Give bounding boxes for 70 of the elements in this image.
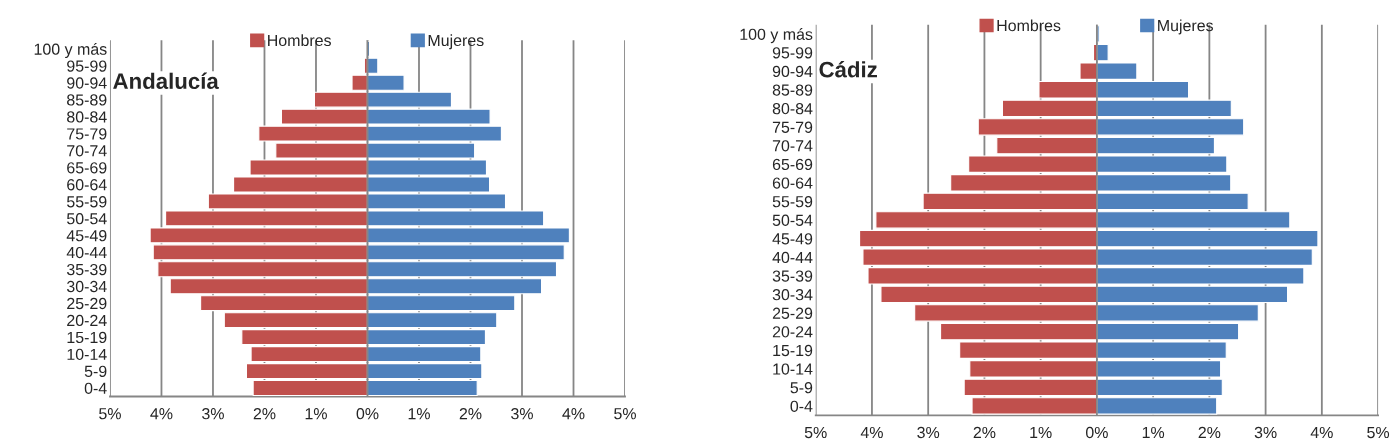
y-tick-label: 85-89 [67, 94, 107, 106]
x-tick-label: 4% [562, 408, 585, 420]
y-tick-label: 100 y más [34, 42, 107, 58]
y-tick-label: 90-94 [772, 65, 813, 78]
y-tick-label: 95-99 [772, 47, 813, 59]
x-tick-label: 1% [408, 408, 430, 420]
x-tick-label: 2% [253, 408, 276, 420]
y-tick-label: 40-44 [772, 251, 813, 264]
y-tick-label: 85-89 [772, 84, 813, 96]
y-tick-label: 0-4 [790, 400, 813, 412]
x-tick-label: 2% [1198, 426, 1221, 439]
x-tick-label: 3% [202, 408, 224, 420]
y-tick-label: 100 y más [740, 28, 813, 44]
y-tick-label: 35-39 [772, 270, 813, 282]
y-tick-label: 10-14 [773, 363, 813, 375]
y-tick-label: 30-34 [772, 289, 813, 301]
y-tick-label: 40-44 [66, 246, 107, 259]
y-tick-label: 75-79 [67, 128, 107, 140]
y-tick-label: 20-24 [67, 314, 107, 327]
x-tick-label: 5% [804, 426, 827, 439]
legend-label: Mujeres [1158, 19, 1214, 35]
legend-label: Hombres [268, 34, 331, 47]
x-tick-label: 2% [973, 426, 996, 439]
y-tick-label: 25-29 [772, 307, 813, 319]
y-tick-label: 60-64 [67, 179, 107, 191]
y-tick-label: 95-99 [67, 60, 107, 72]
x-tick-label: 5% [99, 408, 121, 420]
x-tick-label: 1% [305, 408, 327, 420]
x-tick-label: 3% [1254, 426, 1277, 439]
x-tick-label: 4% [150, 408, 173, 420]
x-tick-label: 1% [1142, 426, 1165, 439]
y-tick-label: 35-39 [66, 263, 107, 276]
y-tick-label: 10-14 [67, 348, 107, 361]
x-tick-label: 0% [1085, 426, 1108, 439]
y-tick-label: 80-84 [67, 111, 107, 123]
y-tick-label: 55-59 [772, 196, 813, 208]
text: Cádiz [819, 60, 877, 78]
y-tick-label: 0-4 [84, 382, 107, 394]
x-tick-label: 1% [1030, 426, 1052, 439]
y-tick-label: 25-29 [67, 297, 107, 310]
legend-label: Mujeres [428, 34, 484, 50]
x-tick-label: 5% [614, 408, 636, 420]
y-tick-label: 5-9 [790, 382, 813, 394]
y-tick-label: 75-79 [772, 121, 813, 133]
x-tick-label: 0% [356, 408, 379, 420]
y-tick-label: 65-69 [772, 158, 813, 171]
y-tick-label: 15-19 [67, 331, 107, 344]
x-tick-label: 4% [860, 426, 883, 439]
x-tick-label: 3% [511, 408, 533, 420]
x-tick-label: 2% [459, 408, 482, 420]
y-tick-label: 70-74 [67, 145, 107, 157]
x-tick-label: 4% [1310, 426, 1333, 439]
y-tick-label: 65-69 [67, 162, 107, 174]
y-tick-label: 45-49 [772, 233, 813, 245]
y-tick-label: 90-94 [67, 77, 107, 89]
y-tick-label: 5-9 [84, 365, 107, 377]
x-tick-label: 5% [1367, 426, 1390, 439]
y-tick-label: 20-24 [772, 326, 813, 338]
y-tick-label: 50-54 [772, 214, 813, 226]
y-tick-label: 45-49 [66, 229, 107, 242]
y-tick-label: 55-59 [66, 196, 107, 208]
y-tick-label: 80-84 [772, 102, 813, 115]
y-tick-label: 50-54 [66, 213, 107, 225]
y-tick-label: 15-19 [773, 344, 813, 357]
legend-label: Hombres [997, 19, 1061, 32]
text: Andalucía [113, 72, 219, 90]
y-tick-label: 30-34 [66, 280, 107, 293]
y-tick-label: 60-64 [772, 177, 813, 189]
y-tick-label: 70-74 [772, 140, 813, 152]
x-tick-label: 3% [917, 426, 940, 439]
